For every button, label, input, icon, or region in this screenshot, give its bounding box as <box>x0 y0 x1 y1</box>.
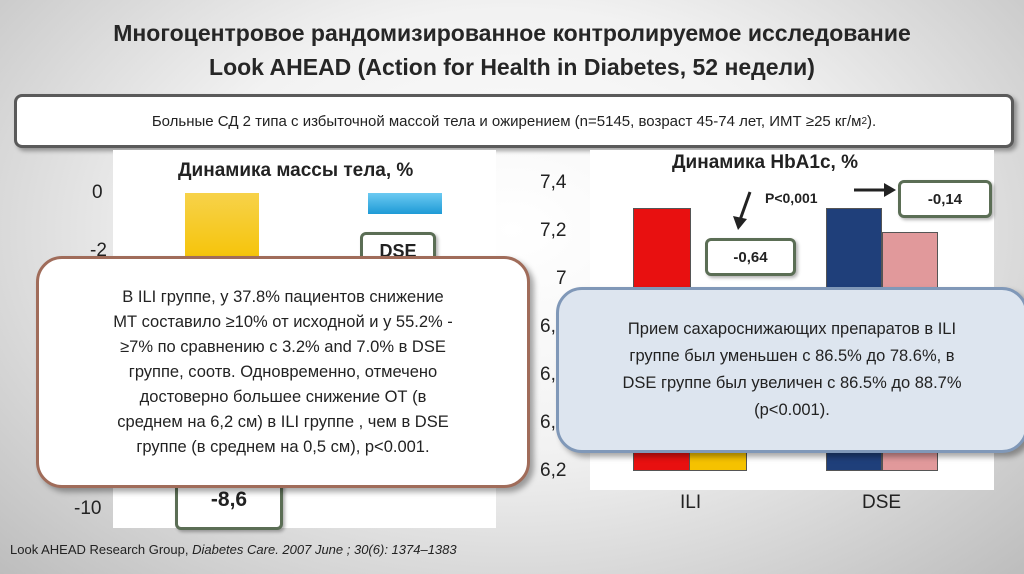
page-title-line1: Многоцентровое рандомизированное контрол… <box>113 20 911 46</box>
weight-y-tick-minus10: -10 <box>74 498 102 519</box>
ili-note-line: группе, соотв. Одновременно, отмечено <box>128 362 438 381</box>
hba1c-dse-change-callout: -0,14 <box>898 180 992 218</box>
hba1c-y-tick-6-2: 6,2 <box>540 460 567 481</box>
weight-chart-title: Динамика массы тела, % <box>178 160 414 181</box>
population-suffix: ). <box>867 112 877 130</box>
reference-authors: Look AHEAD Research Group, <box>10 542 193 557</box>
medication-note-line: группе был уменьшен с 86.5% до 78.6%, в <box>629 347 955 365</box>
ili-note-line: МТ составило ≥10% от исходной и у 55.2% … <box>113 312 453 331</box>
hba1c-y-tick-7-4: 7,4 <box>540 172 567 193</box>
ili-note-line: достоверно большее снижение ОТ (в <box>139 387 427 406</box>
hba1c-y-tick-7-2: 7,2 <box>540 220 567 241</box>
medication-note-line: (p<0.001). <box>754 401 830 419</box>
weight-y-tick-minus2: -2 <box>90 240 107 261</box>
weight-bar-ili <box>185 193 259 268</box>
page-title-line2: Look AHEAD (Action for Health in Diabete… <box>209 54 815 80</box>
hba1c-chart-title: Динамика HbA1c, % <box>672 152 858 173</box>
medication-note-line: DSE группе был увеличен с 86.5% до 88.7% <box>622 374 962 392</box>
medication-note: Прием сахароснижающих препаратов в ILI г… <box>556 287 1024 453</box>
ili-weight-note: В ILI группе, у 37.8% пациентов снижение… <box>36 256 530 488</box>
hba1c-x-label-dse: DSE <box>862 492 902 513</box>
medication-note-line: Прием сахароснижающих препаратов в ILI <box>627 320 957 338</box>
hba1c-ili-change-callout: -0,64 <box>705 238 796 276</box>
right-arrow-icon <box>854 183 896 197</box>
reference-citation: Look AHEAD Research Group, Diabetes Care… <box>10 542 457 557</box>
population-superscript: 2 <box>861 115 867 127</box>
ili-note-line: В ILI группе, у 37.8% пациентов снижение <box>122 287 444 306</box>
weight-bar-dse <box>368 193 442 214</box>
hba1c-y-tick-7: 7 <box>556 268 567 289</box>
hba1c-x-label-ili: ILI <box>680 492 702 513</box>
population-box: Больные СД 2 типа с избыточной массой те… <box>14 94 1014 148</box>
ili-note-line: среднем на 6,2 см) в ILI группе , чем в … <box>117 412 449 431</box>
population-text: Больные СД 2 типа с избыточной массой те… <box>151 112 862 130</box>
down-arrow-icon <box>733 191 752 230</box>
ili-note-line: ≥7% по сравнению с 3.2% and 7.0% в DSE <box>120 337 446 356</box>
reference-journal: Diabetes Care. 2007 June ; 30(6): 1374–1… <box>192 542 457 557</box>
ili-note-line: группе (в среднем на 0,5 см), р<0.001. <box>136 437 430 456</box>
hba1c-p-value: P<0,001 <box>765 190 818 206</box>
weight-y-tick-0: 0 <box>92 182 103 203</box>
